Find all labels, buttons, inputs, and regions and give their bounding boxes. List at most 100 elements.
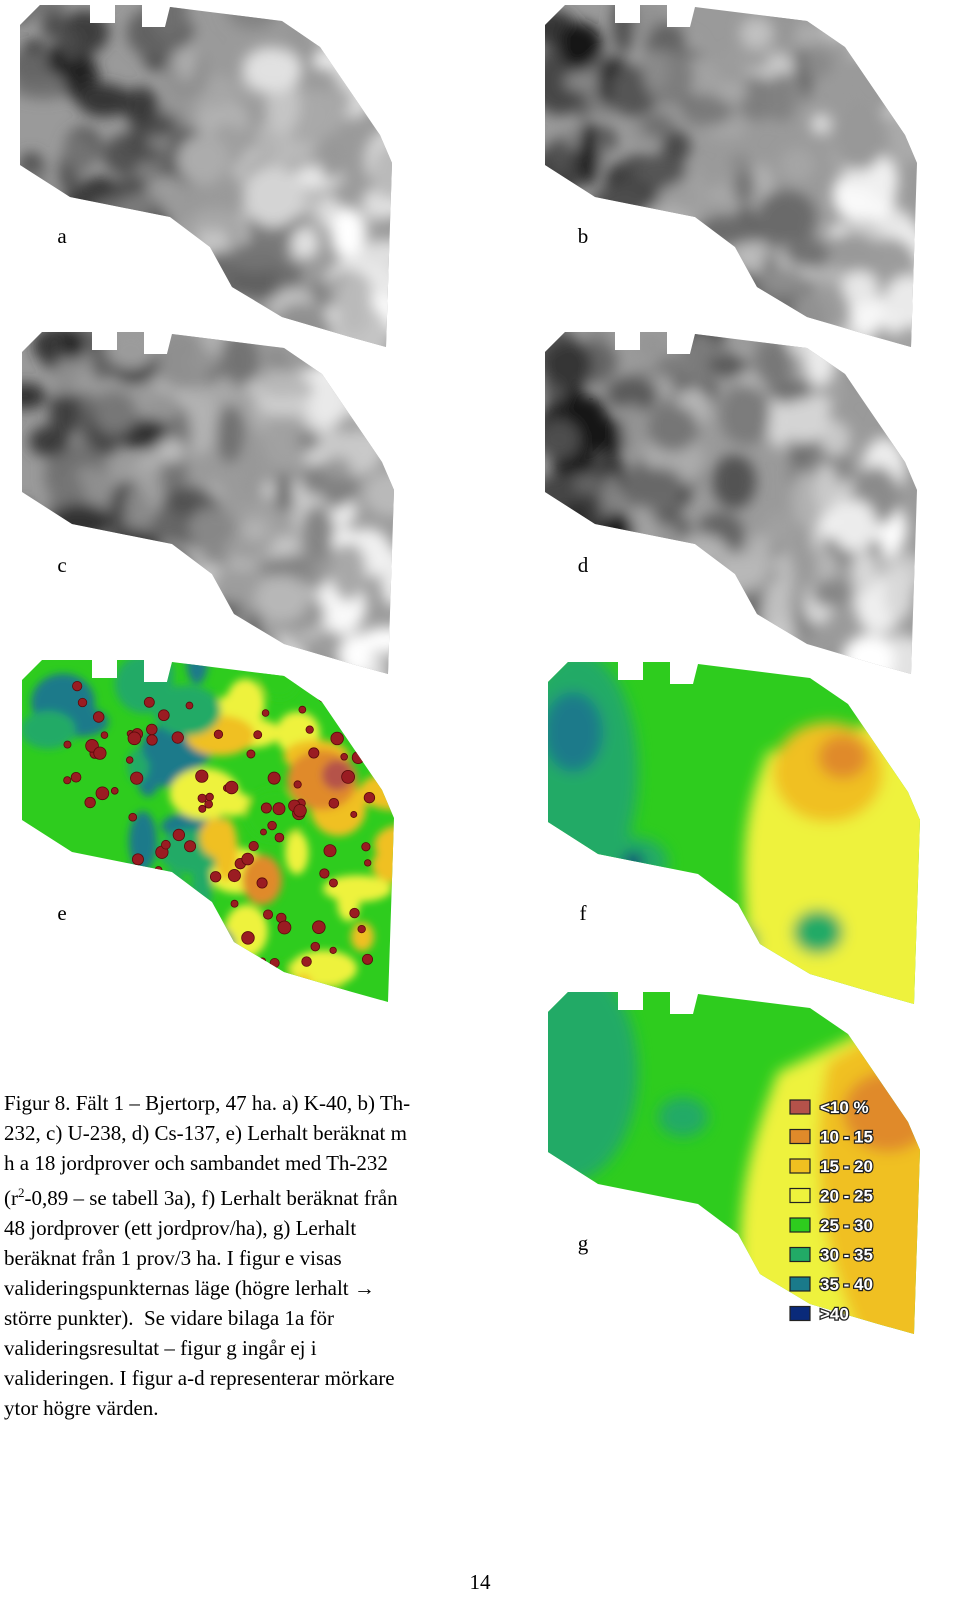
- map-zone: [818, 735, 868, 779]
- sample-point: [293, 780, 302, 789]
- sample-point: [154, 866, 163, 874]
- map-blob: [658, 269, 722, 293]
- sample-point: [269, 957, 280, 969]
- map-blob: [827, 232, 878, 272]
- map-blob: [58, 276, 122, 321]
- map-blob: [680, 95, 733, 127]
- map-blob: [888, 7, 916, 44]
- caption-line: 48 jordprover (ett jordprov/ha), g) Lerh…: [4, 1216, 357, 1240]
- map-blob: [673, 566, 732, 596]
- map-blob: [842, 634, 895, 674]
- map-blob: [664, 599, 705, 662]
- map-blob: [20, 49, 60, 81]
- map-blob: [49, 503, 113, 541]
- map-blob: [177, 184, 203, 212]
- sample-point: [71, 882, 79, 891]
- legend-swatch: [789, 1099, 811, 1115]
- sample-point: [227, 869, 241, 883]
- map-blob: [884, 565, 914, 621]
- map-zone: [22, 911, 44, 970]
- sample-point: [127, 731, 142, 746]
- map-blob: [273, 472, 295, 512]
- map-blob: [319, 133, 343, 182]
- map-zone: [89, 956, 137, 1002]
- map-blob: [892, 25, 917, 55]
- caption-line: (r2-0,89 – se tabell 3a), f) Lerhalt ber…: [4, 1178, 410, 1213]
- sample-point: [104, 942, 117, 955]
- sample-point: [312, 920, 326, 934]
- legend-label: 15 - 20: [820, 1157, 873, 1176]
- map-texture: [545, 332, 917, 674]
- sample-point: [267, 771, 281, 785]
- map-blob: [22, 516, 63, 576]
- map-zone: [371, 847, 394, 883]
- sample-point: [230, 899, 239, 908]
- sample-point: [341, 769, 355, 784]
- sample-point: [329, 946, 337, 954]
- sample-point: [328, 797, 340, 809]
- sample-point: [77, 697, 88, 708]
- sample-point: [305, 725, 314, 734]
- map-blob: [22, 597, 64, 648]
- sample-point: [125, 756, 134, 764]
- map-blob: [606, 376, 659, 411]
- map-blob: [841, 270, 879, 306]
- panel-label: f: [580, 901, 587, 925]
- map-blob: [715, 613, 738, 665]
- sample-point: [248, 840, 259, 852]
- sample-point: [157, 709, 170, 722]
- panel-label: e: [57, 901, 66, 925]
- map-blob: [41, 10, 67, 41]
- legend-label: 30 - 35: [820, 1246, 873, 1265]
- map-blob: [900, 381, 917, 426]
- map-blob: [791, 289, 826, 347]
- sample-point: [80, 881, 91, 892]
- map-blob: [357, 240, 392, 268]
- map-blob: [92, 390, 138, 435]
- map-blob: [656, 186, 697, 207]
- map-blob: [60, 29, 83, 63]
- map-blob: [778, 398, 831, 443]
- caption-line: valideringspunkternas läge (högre lerhal…: [4, 1276, 375, 1300]
- map-blob: [599, 280, 627, 302]
- sample-point: [66, 865, 78, 877]
- sample-point: [168, 947, 178, 957]
- map-zone: [358, 772, 394, 811]
- map-blob: [888, 101, 917, 164]
- sample-point: [146, 734, 158, 746]
- map-blob: [22, 513, 46, 542]
- map-blob: [715, 80, 748, 103]
- map-blob: [156, 438, 186, 464]
- map-blob: [641, 113, 675, 138]
- map-blob: [358, 627, 394, 653]
- legend-swatch: [789, 1128, 811, 1145]
- map-blob: [331, 207, 365, 260]
- sample-point: [204, 799, 213, 809]
- map-blob: [376, 382, 394, 437]
- sample-point: [84, 796, 96, 809]
- panel-label: a: [57, 224, 67, 248]
- sample-point: [171, 731, 184, 744]
- map-blob: [187, 349, 218, 375]
- map-blob: [300, 505, 335, 562]
- map-blob: [625, 506, 659, 567]
- map-blob: [811, 579, 853, 608]
- map-blob: [637, 333, 665, 358]
- map-blob: [114, 228, 135, 255]
- sample-point: [125, 879, 137, 891]
- sample-point: [63, 776, 72, 785]
- map-blob: [152, 618, 211, 671]
- legend-label: 35 - 40: [820, 1275, 873, 1294]
- map-blob: [130, 217, 171, 281]
- caption-line: större punkter). Se vidare bilaga 1a för: [4, 1306, 335, 1330]
- map-zone: [216, 949, 260, 999]
- map-blob: [349, 16, 370, 77]
- sample-point: [274, 832, 285, 843]
- map-blob: [371, 338, 394, 389]
- map-blob: [161, 221, 200, 260]
- caption-text: -0,89 – se tabell 3a), f) Lerhalt beräkn…: [24, 1186, 398, 1210]
- map-blob: [309, 5, 355, 48]
- map-blob: [351, 5, 389, 16]
- map-blob: [323, 456, 352, 479]
